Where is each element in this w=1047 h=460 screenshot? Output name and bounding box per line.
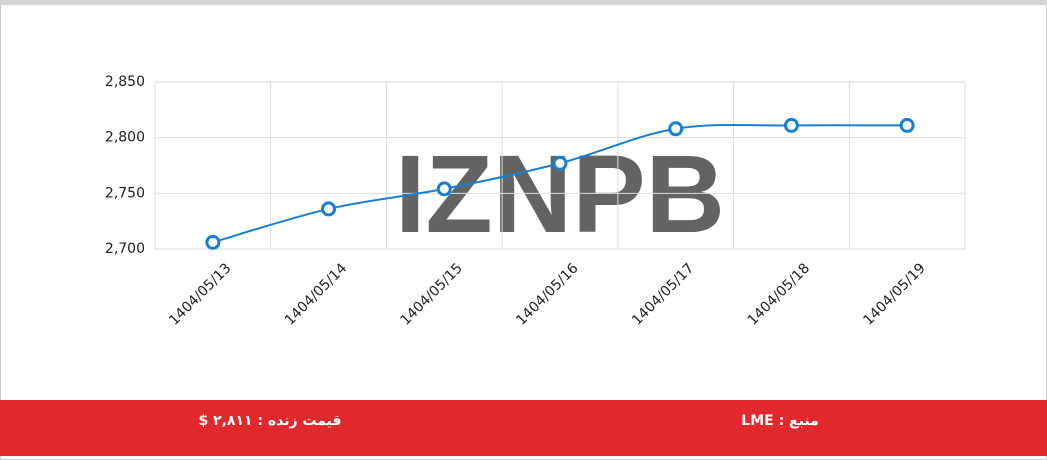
point xyxy=(783,117,799,133)
point xyxy=(552,155,568,171)
watermark: IZNPB xyxy=(395,133,725,256)
y-tick-label: 2,700 xyxy=(105,241,145,257)
live-price: قیمت زنده : ۲,۸۱۱ $ xyxy=(198,413,341,429)
point xyxy=(436,181,452,197)
point xyxy=(899,117,915,133)
point xyxy=(321,201,337,217)
point xyxy=(205,234,221,250)
footer-bar xyxy=(0,400,1047,456)
y-tick-label: 2,750 xyxy=(105,185,145,201)
point xyxy=(668,121,684,137)
y-tick-label: 2,800 xyxy=(105,130,145,146)
top-border xyxy=(0,0,1047,5)
y-tick-label: 2,850 xyxy=(105,74,145,90)
source: منبع : LME xyxy=(741,413,818,429)
